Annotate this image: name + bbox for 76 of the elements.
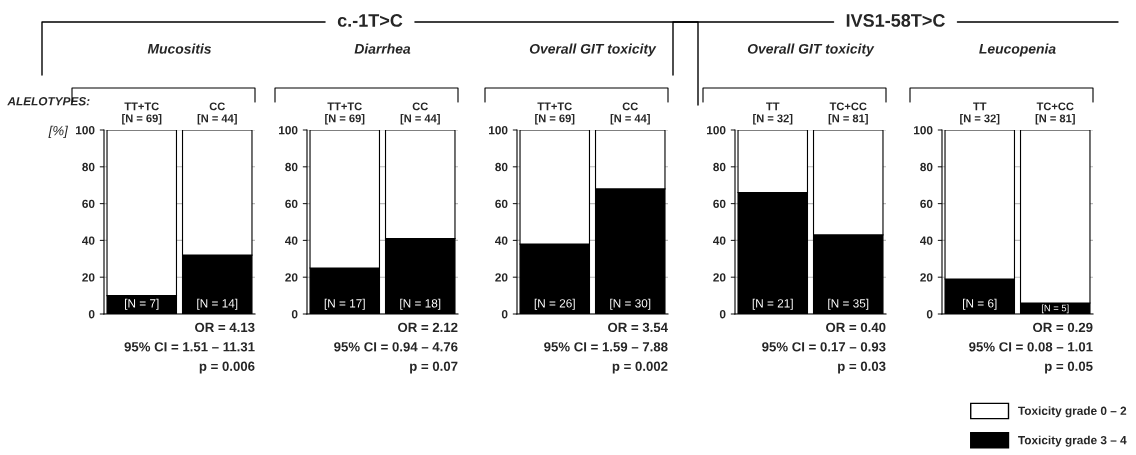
- x-tick-label: TT [N = 32]: [960, 102, 1000, 125]
- annotation: [N = 7]: [125, 298, 159, 310]
- annotation: [N = 18]: [400, 298, 441, 310]
- annotation: [N = 21]: [752, 298, 793, 310]
- y-tick-label: 100: [279, 126, 298, 135]
- y-tick-label: 40: [82, 236, 95, 245]
- y-tick-label: 80: [920, 162, 933, 172]
- x-tick-label: CC [N = 44]: [400, 102, 440, 125]
- y-tick-label: 0: [501, 310, 508, 319]
- x-tick-label: TT [N = 32]: [753, 102, 793, 125]
- chart-title: Leucopenia: [979, 43, 1056, 57]
- x-tick-label: TC+CC [N = 81]: [1035, 102, 1075, 125]
- y-tick-label: 0: [291, 310, 298, 319]
- text: p = 0.05: [1045, 361, 1093, 374]
- y-tick-label: 60: [285, 199, 298, 208]
- text: OR = 2.12: [398, 322, 458, 333]
- text: p = 0.03: [838, 361, 886, 374]
- x-tick-label: TT+TC [N = 69]: [122, 102, 162, 125]
- y-tick-label: 80: [285, 162, 298, 172]
- y-tick-label: 0: [88, 310, 95, 319]
- text: p = 0.006: [199, 361, 255, 374]
- y-tick-label: 100: [489, 126, 508, 135]
- y-tick-label: 20: [495, 273, 508, 282]
- legend-label: Toxicity grade 0 – 2: [1018, 406, 1127, 418]
- y-tick-label: 20: [82, 273, 95, 282]
- y-tick-label: 40: [285, 236, 298, 245]
- annotation: [N = 5]: [1041, 304, 1069, 314]
- y-tick-label: 0: [926, 310, 933, 319]
- y-tick-label: 60: [82, 199, 95, 208]
- y-tick-label: 20: [285, 273, 298, 282]
- y-tick-label: 100: [914, 126, 933, 135]
- annotation: [N = 26]: [534, 298, 575, 310]
- chart-title: Diarrhea: [354, 43, 411, 54]
- text: OR = 4.13: [195, 322, 255, 333]
- x-tick-label: TT+TC [N = 69]: [325, 102, 365, 125]
- y-tick-label: 40: [495, 236, 508, 245]
- x-tick-label: TT+TC [N = 69]: [535, 102, 575, 125]
- y-tick-label: 40: [920, 236, 933, 245]
- chart-title: Overall GIT toxicity: [529, 43, 657, 57]
- y-tick-label: 100: [76, 126, 95, 135]
- x-tick-label: TC+CC [N = 81]: [828, 102, 868, 125]
- annotation: [N = 6]: [963, 298, 997, 310]
- text: 95% CI = 1.51 – 11.31: [124, 342, 255, 352]
- y-tick-label: 60: [713, 199, 726, 208]
- y-tick-label: 100: [707, 126, 726, 135]
- text: p = 0.07: [410, 361, 458, 374]
- y-tick-label: 0: [719, 310, 726, 319]
- annotation: [N = 17]: [324, 298, 365, 310]
- text: p = 0.002: [612, 361, 668, 374]
- y-tick-label: 80: [713, 162, 726, 172]
- x-tick-label: CC [N = 44]: [197, 102, 237, 125]
- annotation: [N = 14]: [197, 298, 238, 310]
- y-tick-label: 80: [495, 162, 508, 172]
- text: OR = 0.29: [1033, 322, 1093, 333]
- y-tick-label: 60: [920, 199, 933, 208]
- annotation: [N = 30]: [610, 298, 651, 310]
- text: 95% CI = 0.17 – 0.93: [762, 342, 886, 352]
- x-tick-label: CC [N = 44]: [610, 102, 650, 125]
- text: 95% CI = 1.59 – 7.88: [544, 342, 668, 352]
- y-axis-title: [%]: [48, 125, 69, 138]
- y-tick-label: 60: [495, 199, 508, 208]
- y-tick-label: 20: [713, 273, 726, 282]
- y-tick-label: 20: [920, 273, 933, 282]
- chart-title: Overall GIT toxicity: [747, 43, 875, 57]
- chart-title: Mucositis: [147, 43, 212, 54]
- y-tick-label: 40: [713, 236, 726, 245]
- text: 95% CI = 0.94 – 4.76: [334, 342, 458, 352]
- text: OR = 0.40: [826, 322, 886, 333]
- annotation: [N = 35]: [828, 298, 869, 310]
- text: IVS1-58T>C: [846, 14, 945, 27]
- y-tick-label: 80: [82, 162, 95, 172]
- text: 95% CI = 0.08 – 1.01: [969, 342, 1093, 352]
- text: OR = 3.54: [608, 322, 668, 333]
- text: c.-1T>C: [337, 14, 403, 27]
- legend-label: Toxicity grade 3 – 4: [1018, 435, 1127, 447]
- text: ALELOTYPES:: [7, 97, 90, 106]
